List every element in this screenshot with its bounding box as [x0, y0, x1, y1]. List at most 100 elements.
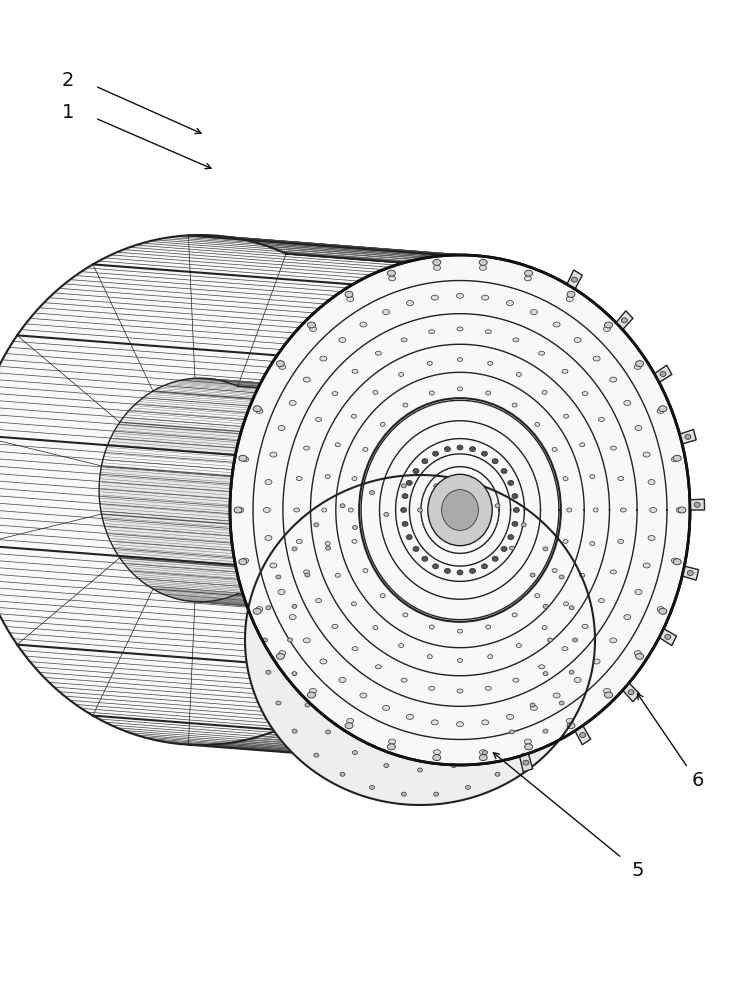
Ellipse shape: [292, 604, 297, 608]
Polygon shape: [245, 475, 595, 805]
Ellipse shape: [567, 508, 572, 512]
Ellipse shape: [316, 599, 321, 603]
Ellipse shape: [442, 490, 479, 530]
Ellipse shape: [676, 508, 683, 512]
Ellipse shape: [297, 477, 302, 481]
Ellipse shape: [509, 730, 515, 734]
Ellipse shape: [479, 755, 487, 761]
Ellipse shape: [634, 651, 642, 656]
Ellipse shape: [434, 265, 440, 270]
Ellipse shape: [543, 547, 548, 551]
Ellipse shape: [457, 445, 463, 450]
Ellipse shape: [277, 361, 284, 367]
Ellipse shape: [513, 508, 520, 512]
Ellipse shape: [326, 730, 330, 734]
Ellipse shape: [525, 270, 533, 276]
Polygon shape: [0, 335, 277, 455]
Ellipse shape: [470, 568, 476, 573]
Polygon shape: [567, 270, 582, 289]
Ellipse shape: [648, 480, 655, 485]
Ellipse shape: [482, 525, 487, 529]
Ellipse shape: [305, 573, 310, 577]
Ellipse shape: [465, 785, 470, 789]
Ellipse shape: [278, 589, 285, 594]
Ellipse shape: [321, 508, 327, 512]
Ellipse shape: [611, 446, 617, 450]
Ellipse shape: [535, 594, 539, 598]
Ellipse shape: [413, 546, 419, 551]
Ellipse shape: [352, 477, 357, 481]
Ellipse shape: [427, 361, 432, 365]
Ellipse shape: [320, 356, 327, 361]
Ellipse shape: [253, 406, 261, 412]
Ellipse shape: [457, 387, 462, 391]
Ellipse shape: [660, 371, 666, 376]
Ellipse shape: [648, 535, 655, 540]
Polygon shape: [682, 566, 699, 580]
Ellipse shape: [326, 546, 330, 550]
Ellipse shape: [429, 391, 435, 395]
Ellipse shape: [622, 318, 628, 323]
Ellipse shape: [434, 792, 439, 796]
Ellipse shape: [427, 655, 432, 659]
Ellipse shape: [482, 751, 487, 755]
Ellipse shape: [492, 556, 498, 561]
Ellipse shape: [531, 705, 537, 710]
Ellipse shape: [508, 535, 514, 540]
Ellipse shape: [434, 484, 439, 488]
Ellipse shape: [562, 369, 568, 373]
Ellipse shape: [506, 301, 514, 306]
Ellipse shape: [563, 539, 568, 543]
Polygon shape: [659, 629, 677, 646]
Ellipse shape: [624, 400, 631, 405]
Ellipse shape: [610, 638, 617, 643]
Ellipse shape: [401, 484, 407, 488]
Ellipse shape: [590, 475, 595, 479]
Ellipse shape: [457, 358, 462, 362]
Text: 6: 6: [692, 770, 704, 790]
Ellipse shape: [388, 739, 396, 744]
Ellipse shape: [512, 521, 518, 526]
Ellipse shape: [303, 377, 310, 382]
Ellipse shape: [524, 276, 531, 281]
Ellipse shape: [470, 447, 476, 452]
Ellipse shape: [512, 494, 518, 499]
Ellipse shape: [678, 507, 686, 513]
Ellipse shape: [352, 369, 358, 373]
Ellipse shape: [352, 525, 357, 529]
Ellipse shape: [399, 372, 404, 376]
Ellipse shape: [610, 377, 617, 382]
Ellipse shape: [650, 508, 657, 512]
Ellipse shape: [432, 720, 438, 725]
Ellipse shape: [624, 615, 631, 620]
Ellipse shape: [241, 558, 249, 563]
Ellipse shape: [580, 443, 585, 447]
Ellipse shape: [407, 301, 413, 306]
Ellipse shape: [308, 692, 316, 698]
Ellipse shape: [325, 475, 330, 479]
Ellipse shape: [288, 638, 293, 642]
Ellipse shape: [239, 455, 247, 461]
Ellipse shape: [403, 613, 408, 617]
Ellipse shape: [694, 502, 700, 507]
Text: 5: 5: [632, 860, 644, 880]
Ellipse shape: [635, 426, 642, 431]
Ellipse shape: [429, 686, 435, 690]
Polygon shape: [0, 235, 546, 765]
Ellipse shape: [582, 392, 588, 396]
Ellipse shape: [360, 693, 367, 698]
Ellipse shape: [567, 723, 575, 729]
Ellipse shape: [673, 559, 681, 565]
Ellipse shape: [313, 753, 319, 757]
Polygon shape: [0, 545, 277, 665]
Ellipse shape: [665, 634, 671, 639]
Ellipse shape: [593, 356, 600, 361]
Ellipse shape: [292, 672, 297, 676]
Ellipse shape: [530, 573, 535, 577]
Polygon shape: [17, 645, 353, 736]
Polygon shape: [92, 235, 448, 284]
Ellipse shape: [263, 638, 267, 642]
Ellipse shape: [479, 265, 487, 270]
Ellipse shape: [360, 322, 367, 327]
Ellipse shape: [418, 508, 423, 512]
